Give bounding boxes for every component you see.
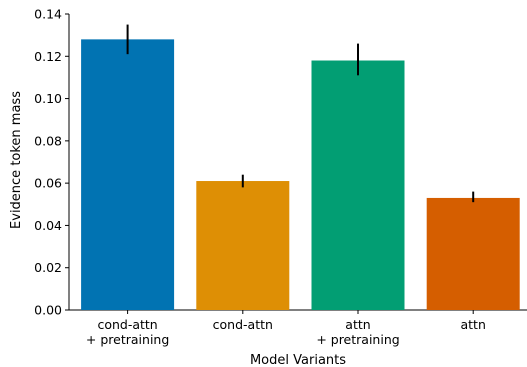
x-tick-label: cond-attn + pretraining bbox=[86, 317, 169, 347]
x-tick-label-line: cond-attn bbox=[213, 317, 273, 332]
y-tick-label: 0.06 bbox=[34, 176, 62, 191]
x-tick-label: attn bbox=[461, 317, 486, 332]
y-axis-label: Evidence token mass bbox=[9, 91, 24, 229]
y-tick-label: 0.04 bbox=[34, 218, 62, 233]
y-axis-ticks: 0.00 0.02 0.04 0.06 0.08 0.10 0.12 0.14 bbox=[34, 7, 69, 318]
y-tick-label: 0.14 bbox=[34, 7, 62, 22]
x-axis-label: Model Variants bbox=[250, 353, 346, 367]
x-tick-label-line: + pretraining bbox=[316, 332, 399, 347]
y-tick-label: 0.08 bbox=[34, 133, 62, 148]
y-tick-label: 0.12 bbox=[34, 49, 62, 64]
x-tick-label-line: attn bbox=[461, 317, 486, 332]
bars bbox=[81, 39, 520, 311]
x-tick-label: attn + pretraining bbox=[316, 317, 399, 347]
bar-attn bbox=[426, 197, 520, 310]
x-tick-label: cond-attn bbox=[213, 317, 273, 332]
bar-attn-pretraining bbox=[311, 60, 405, 311]
bar-cond-attn bbox=[196, 181, 290, 310]
y-tick-label: 0.00 bbox=[34, 303, 62, 318]
x-tick-label-line: + pretraining bbox=[86, 332, 169, 347]
error-bars bbox=[126, 24, 475, 203]
x-tick-label-line: attn bbox=[345, 317, 370, 332]
y-tick-label: 0.02 bbox=[34, 260, 62, 275]
bar-cond-attn-pretraining bbox=[81, 39, 175, 311]
x-tick-label-line: cond-attn bbox=[97, 317, 157, 332]
y-tick-label: 0.10 bbox=[34, 91, 62, 106]
